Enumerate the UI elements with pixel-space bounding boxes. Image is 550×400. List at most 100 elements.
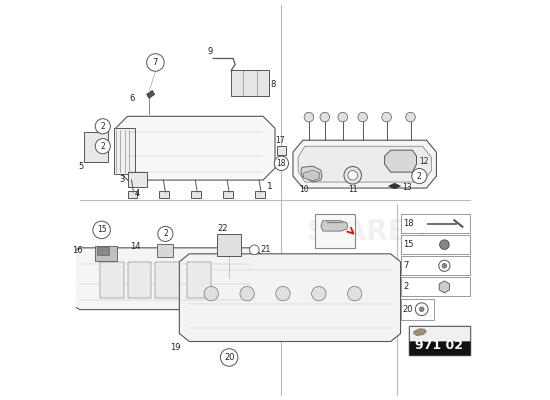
Text: 971 02: 971 02 [415,339,463,352]
Bar [157,244,173,257]
Text: 16: 16 [72,246,83,255]
Circle shape [406,112,415,122]
Circle shape [240,286,254,301]
Bar [315,214,355,248]
Circle shape [95,139,111,154]
Text: 20: 20 [403,305,413,314]
Text: 13: 13 [403,183,412,192]
Circle shape [250,245,259,255]
Circle shape [93,221,111,239]
Polygon shape [304,170,320,181]
Polygon shape [116,116,275,180]
Text: 15: 15 [403,240,414,249]
Text: 20: 20 [224,353,234,362]
Text: SPARES: SPARES [307,218,426,246]
Bar [97,247,109,255]
Bar [409,326,470,356]
Text: 18: 18 [277,159,286,168]
Text: 9: 9 [208,48,213,56]
Circle shape [415,303,428,316]
Bar [277,146,286,155]
Text: 8: 8 [270,80,276,89]
Polygon shape [301,166,322,182]
Polygon shape [321,221,348,231]
Text: EURO: EURO [310,151,423,185]
Circle shape [344,166,361,184]
Text: 6: 6 [129,94,135,103]
Circle shape [320,112,329,122]
Bar [231,70,269,96]
Circle shape [419,307,424,312]
Circle shape [338,112,348,122]
Circle shape [204,286,218,301]
Polygon shape [389,183,400,189]
Text: #d8d8d8: #d8d8d8 [272,287,278,288]
Bar [191,191,201,198]
Text: 11: 11 [348,185,358,194]
Circle shape [442,263,447,268]
Text: 4: 4 [135,189,140,198]
Text: 15: 15 [97,225,106,234]
Bar [85,132,108,162]
Polygon shape [70,248,261,310]
Circle shape [358,112,367,122]
Text: a passion for parts since 1985: a passion for parts since 1985 [124,246,331,314]
Circle shape [147,54,164,71]
Circle shape [412,168,427,184]
Bar [217,234,241,256]
Bar [160,191,169,198]
Bar [400,214,470,233]
Text: 7: 7 [153,58,158,67]
Text: 5: 5 [79,162,84,171]
Circle shape [439,260,450,271]
Text: 10: 10 [299,185,309,194]
Text: 19: 19 [169,344,180,352]
Bar [409,326,470,341]
Bar [128,262,151,298]
Text: 14: 14 [130,242,141,251]
Polygon shape [384,150,416,172]
Circle shape [312,286,326,301]
Text: 2: 2 [417,172,422,180]
Polygon shape [298,146,431,182]
Circle shape [304,112,314,122]
Polygon shape [147,90,155,98]
Circle shape [221,349,238,366]
Circle shape [276,286,290,301]
Text: 1: 1 [267,182,273,191]
Text: 2: 2 [101,142,105,151]
Bar [400,277,470,296]
Circle shape [158,226,173,242]
Bar [100,262,124,298]
Polygon shape [414,329,426,336]
Polygon shape [179,254,400,342]
Bar [128,191,138,198]
Bar [400,299,434,320]
Text: 18: 18 [403,219,414,228]
Circle shape [439,240,449,250]
Text: 2: 2 [163,229,168,238]
Text: 2: 2 [101,122,105,131]
Polygon shape [439,281,449,293]
Bar [223,191,233,198]
Circle shape [348,170,358,180]
Bar [188,262,211,298]
Text: 22: 22 [217,224,228,233]
Circle shape [348,286,362,301]
Bar [400,256,470,275]
Bar [95,246,117,261]
Bar [128,172,147,187]
Text: 21: 21 [260,245,271,254]
Text: 3: 3 [119,175,124,184]
Circle shape [382,112,392,122]
Text: 2: 2 [403,282,408,291]
Bar [113,128,135,174]
Bar [255,191,265,198]
Text: 17: 17 [275,136,284,145]
Polygon shape [293,140,437,188]
Bar [156,262,179,298]
Text: 12: 12 [419,157,429,166]
Bar [400,235,470,254]
Circle shape [274,156,289,170]
Text: 7: 7 [403,261,408,270]
